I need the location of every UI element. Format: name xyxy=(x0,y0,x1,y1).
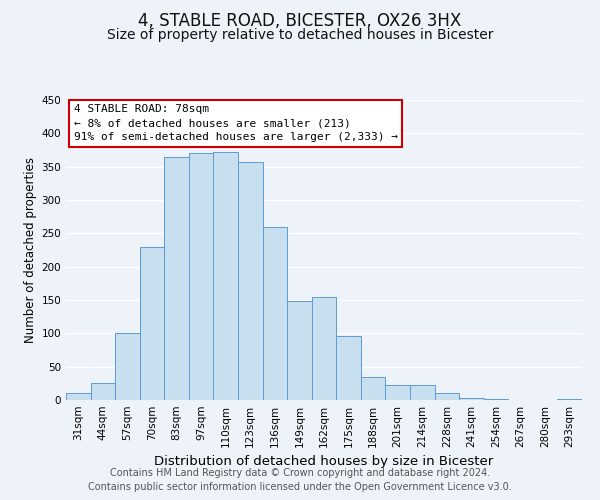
Bar xyxy=(312,296,336,400)
Bar xyxy=(115,334,140,400)
X-axis label: Distribution of detached houses by size in Bicester: Distribution of detached houses by size … xyxy=(154,456,494,468)
Bar xyxy=(189,154,214,400)
Bar xyxy=(263,226,287,400)
Bar xyxy=(214,152,238,400)
Text: Contains HM Land Registry data © Crown copyright and database right 2024.: Contains HM Land Registry data © Crown c… xyxy=(110,468,490,477)
Bar xyxy=(238,162,263,400)
Bar xyxy=(164,156,189,400)
Bar xyxy=(140,246,164,400)
Bar xyxy=(336,336,361,400)
Bar xyxy=(91,384,115,400)
Text: 4 STABLE ROAD: 78sqm
← 8% of detached houses are smaller (213)
91% of semi-detac: 4 STABLE ROAD: 78sqm ← 8% of detached ho… xyxy=(74,104,398,142)
Bar xyxy=(385,386,410,400)
Text: Contains public sector information licensed under the Open Government Licence v3: Contains public sector information licen… xyxy=(88,482,512,492)
Bar xyxy=(410,386,434,400)
Bar xyxy=(459,398,484,400)
Bar xyxy=(287,302,312,400)
Bar xyxy=(66,394,91,400)
Bar xyxy=(361,376,385,400)
Bar xyxy=(434,394,459,400)
Text: Size of property relative to detached houses in Bicester: Size of property relative to detached ho… xyxy=(107,28,493,42)
Text: 4, STABLE ROAD, BICESTER, OX26 3HX: 4, STABLE ROAD, BICESTER, OX26 3HX xyxy=(139,12,461,30)
Y-axis label: Number of detached properties: Number of detached properties xyxy=(24,157,37,343)
